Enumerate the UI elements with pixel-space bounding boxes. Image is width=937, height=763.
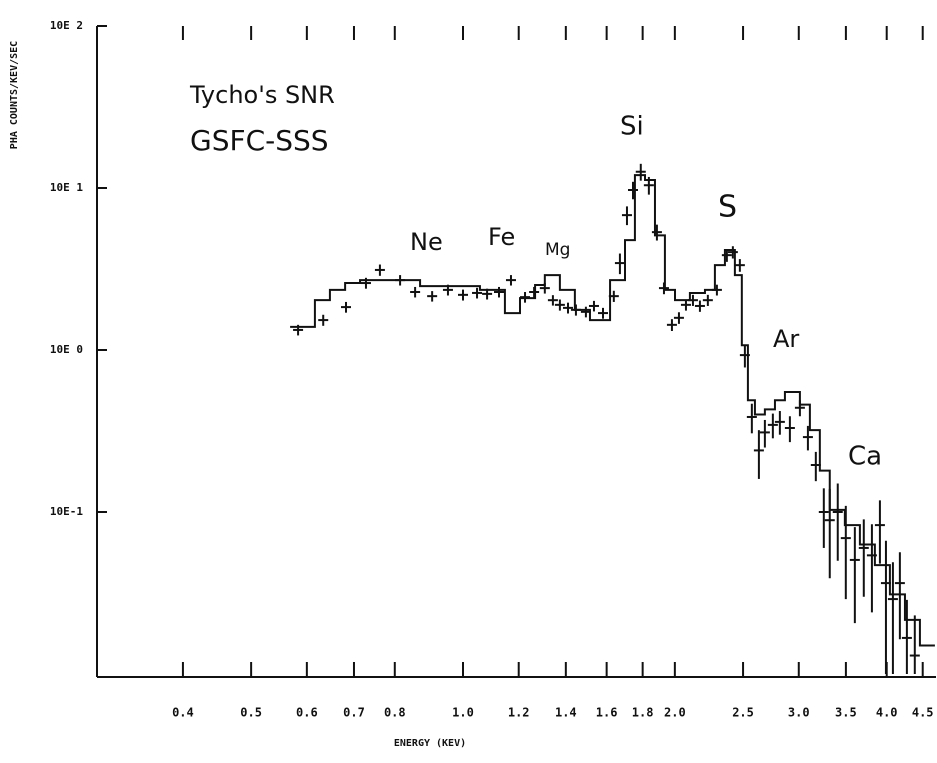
x-tick-label: 4.5 bbox=[912, 706, 934, 720]
annotation: Fe bbox=[488, 223, 515, 251]
data-point bbox=[539, 283, 550, 294]
data-point bbox=[341, 301, 352, 313]
data-point bbox=[784, 416, 795, 443]
data-point bbox=[482, 288, 493, 300]
annotation: S bbox=[718, 190, 737, 225]
data-point bbox=[734, 259, 745, 272]
x-tick-label: 1.8 bbox=[632, 706, 654, 720]
data-point bbox=[810, 451, 821, 482]
x-tick-label: 0.7 bbox=[343, 706, 365, 720]
annotation: Si bbox=[620, 112, 644, 142]
data-point bbox=[840, 505, 851, 600]
data-point bbox=[673, 312, 684, 324]
y-axis-label: PHA COUNTS/KEV/SEC bbox=[9, 41, 20, 149]
data-point bbox=[520, 292, 531, 303]
annotation: Mg bbox=[545, 240, 570, 260]
x-tick-label: 4.0 bbox=[876, 706, 898, 720]
x-tick-label: 1.0 bbox=[452, 706, 474, 720]
data-point bbox=[318, 314, 329, 326]
x-axis-label: ENERGY (KEV) bbox=[394, 738, 466, 749]
data-point bbox=[666, 319, 677, 332]
data-point bbox=[643, 176, 654, 195]
data-point bbox=[658, 282, 669, 295]
y-tick-label: 10E 0 bbox=[50, 343, 83, 356]
data-point bbox=[554, 299, 565, 311]
data-point bbox=[818, 488, 829, 548]
data-point bbox=[694, 300, 705, 312]
data-point bbox=[635, 163, 646, 181]
data-point bbox=[721, 249, 732, 262]
x-tick-label: 1.4 bbox=[555, 706, 577, 720]
data-point bbox=[849, 527, 860, 624]
annotation: GSFC-SSS bbox=[190, 124, 329, 157]
x-tick-label: 3.5 bbox=[835, 706, 857, 720]
data-point bbox=[909, 615, 920, 674]
x-tick-label: 0.4 bbox=[172, 706, 194, 720]
annotation: Ne bbox=[410, 228, 443, 256]
data-point bbox=[472, 287, 483, 299]
data-point bbox=[774, 411, 785, 435]
annotation: Ca bbox=[848, 442, 882, 472]
data-point bbox=[711, 284, 722, 296]
data-point bbox=[746, 403, 757, 434]
data-point bbox=[866, 524, 877, 613]
data-point bbox=[767, 413, 778, 439]
data-point bbox=[427, 291, 438, 302]
data-point bbox=[529, 286, 540, 298]
y-tick-label: 10E 1 bbox=[50, 181, 83, 194]
data-point bbox=[293, 324, 304, 336]
data-point bbox=[802, 425, 813, 451]
data-point bbox=[887, 562, 898, 674]
x-tick-label: 0.8 bbox=[384, 706, 406, 720]
data-point bbox=[621, 206, 632, 226]
x-tick-label: 2.0 bbox=[664, 706, 686, 720]
data-point bbox=[702, 294, 713, 306]
data-point bbox=[727, 246, 738, 259]
data-point bbox=[442, 284, 453, 296]
data-point bbox=[627, 181, 638, 200]
data-point bbox=[360, 277, 371, 289]
data-point bbox=[608, 290, 619, 302]
x-tick-label: 0.6 bbox=[296, 706, 318, 720]
data-point bbox=[739, 344, 750, 368]
data-point bbox=[874, 500, 885, 564]
data-point bbox=[880, 540, 891, 674]
data-point bbox=[547, 295, 558, 306]
data-point bbox=[563, 302, 574, 314]
data-point bbox=[395, 275, 406, 286]
data-point bbox=[580, 306, 591, 318]
data-point bbox=[753, 430, 764, 479]
data-point bbox=[374, 264, 385, 276]
x-tick-label: 2.5 bbox=[732, 706, 754, 720]
y-tick-label: 10E-1 bbox=[50, 505, 83, 518]
data-point bbox=[614, 253, 625, 275]
data-point bbox=[597, 307, 608, 319]
data-point bbox=[588, 300, 599, 312]
data-point bbox=[894, 552, 905, 640]
data-point bbox=[901, 599, 912, 674]
data-point bbox=[824, 488, 835, 579]
data-point bbox=[832, 483, 843, 561]
data-point bbox=[858, 519, 869, 597]
data-point bbox=[680, 299, 691, 311]
data-point bbox=[570, 304, 581, 316]
x-tick-label: 0.5 bbox=[240, 706, 262, 720]
data-point bbox=[493, 286, 504, 298]
x-tick-label: 3.0 bbox=[788, 706, 810, 720]
data-point bbox=[457, 289, 468, 301]
y-tick-label: 10E 2 bbox=[50, 19, 83, 32]
data-point bbox=[410, 286, 421, 298]
x-tick-label: 1.6 bbox=[596, 706, 618, 720]
data-point bbox=[505, 275, 516, 286]
model-histogram bbox=[290, 174, 935, 647]
data-point bbox=[651, 224, 662, 241]
annotation: Tycho's SNR bbox=[189, 81, 335, 109]
annotation: Ar bbox=[773, 325, 799, 353]
data-point bbox=[687, 294, 698, 306]
x-tick-label: 1.2 bbox=[508, 706, 530, 720]
data-point bbox=[794, 400, 805, 417]
data-point bbox=[759, 419, 770, 448]
